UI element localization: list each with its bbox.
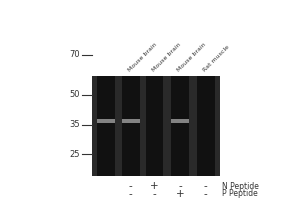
Text: -: - — [178, 181, 182, 191]
Bar — [98, 119, 116, 123]
Text: N Peptide: N Peptide — [222, 182, 259, 191]
Text: P Peptide: P Peptide — [222, 189, 258, 198]
Bar — [171, 76, 189, 176]
Text: -: - — [204, 181, 207, 191]
Text: 35: 35 — [69, 120, 80, 129]
Text: 50: 50 — [69, 90, 80, 99]
Text: Mouse brain: Mouse brain — [127, 42, 158, 73]
Text: -: - — [153, 189, 156, 199]
Text: +: + — [176, 189, 184, 199]
Text: -: - — [204, 189, 207, 199]
Text: Rat muscle: Rat muscle — [202, 44, 230, 73]
Text: Mouse brain: Mouse brain — [176, 42, 207, 73]
Text: +: + — [150, 181, 159, 191]
Bar — [122, 76, 140, 176]
Bar — [122, 119, 140, 123]
Text: 25: 25 — [69, 150, 80, 159]
Bar — [171, 119, 189, 123]
Bar — [196, 76, 214, 176]
Text: Mouse brain: Mouse brain — [151, 42, 182, 73]
Text: -: - — [129, 181, 132, 191]
Bar — [98, 76, 116, 176]
Text: -: - — [129, 189, 132, 199]
Text: 70: 70 — [69, 50, 80, 59]
Bar — [146, 76, 164, 176]
Bar — [92, 76, 220, 176]
